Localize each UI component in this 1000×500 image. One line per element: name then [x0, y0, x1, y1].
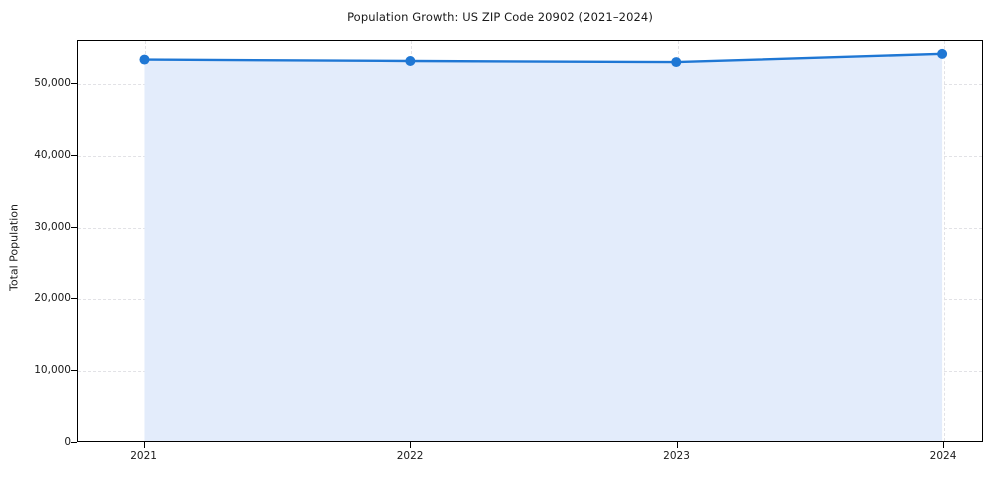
y-tick-mark [71, 83, 77, 85]
y-tick-mark [71, 370, 77, 372]
y-tick-mark [71, 298, 77, 300]
x-tick-mark [943, 442, 945, 448]
y-tick-mark [71, 154, 77, 156]
chart-title: Population Growth: US ZIP Code 20902 (20… [347, 10, 653, 24]
data-point-marker [671, 57, 682, 68]
series-total-population [139, 48, 948, 441]
x-tick-label: 2022 [396, 450, 424, 462]
y-tick-label: 0 [64, 436, 71, 448]
area-fill [144, 53, 943, 441]
gridline-vertical [944, 41, 946, 441]
y-tick-label: 50,000 [34, 77, 71, 90]
x-tick-mark [676, 442, 678, 448]
x-tick-label: 2024 [929, 450, 957, 462]
y-axis-ticks: 0 10,000 20,000 30,000 40,000 50,000 [0, 0, 71, 500]
y-tick-label: 20,000 [34, 292, 71, 305]
y-tick-mark [71, 226, 77, 228]
plot-area [77, 40, 983, 442]
data-point-marker [405, 56, 416, 66]
x-tick-label: 2021 [130, 450, 157, 462]
y-tick-label: 10,000 [34, 364, 71, 377]
data-point-marker [139, 54, 150, 65]
data-point-marker [937, 48, 948, 59]
y-tick-label: 40,000 [34, 148, 71, 161]
y-tick-mark [71, 442, 77, 443]
series-line [144, 54, 942, 62]
x-tick-mark [410, 442, 412, 448]
y-tick-label: 30,000 [34, 220, 71, 233]
x-tick-mark [143, 442, 145, 448]
x-tick-label: 2023 [663, 450, 690, 462]
